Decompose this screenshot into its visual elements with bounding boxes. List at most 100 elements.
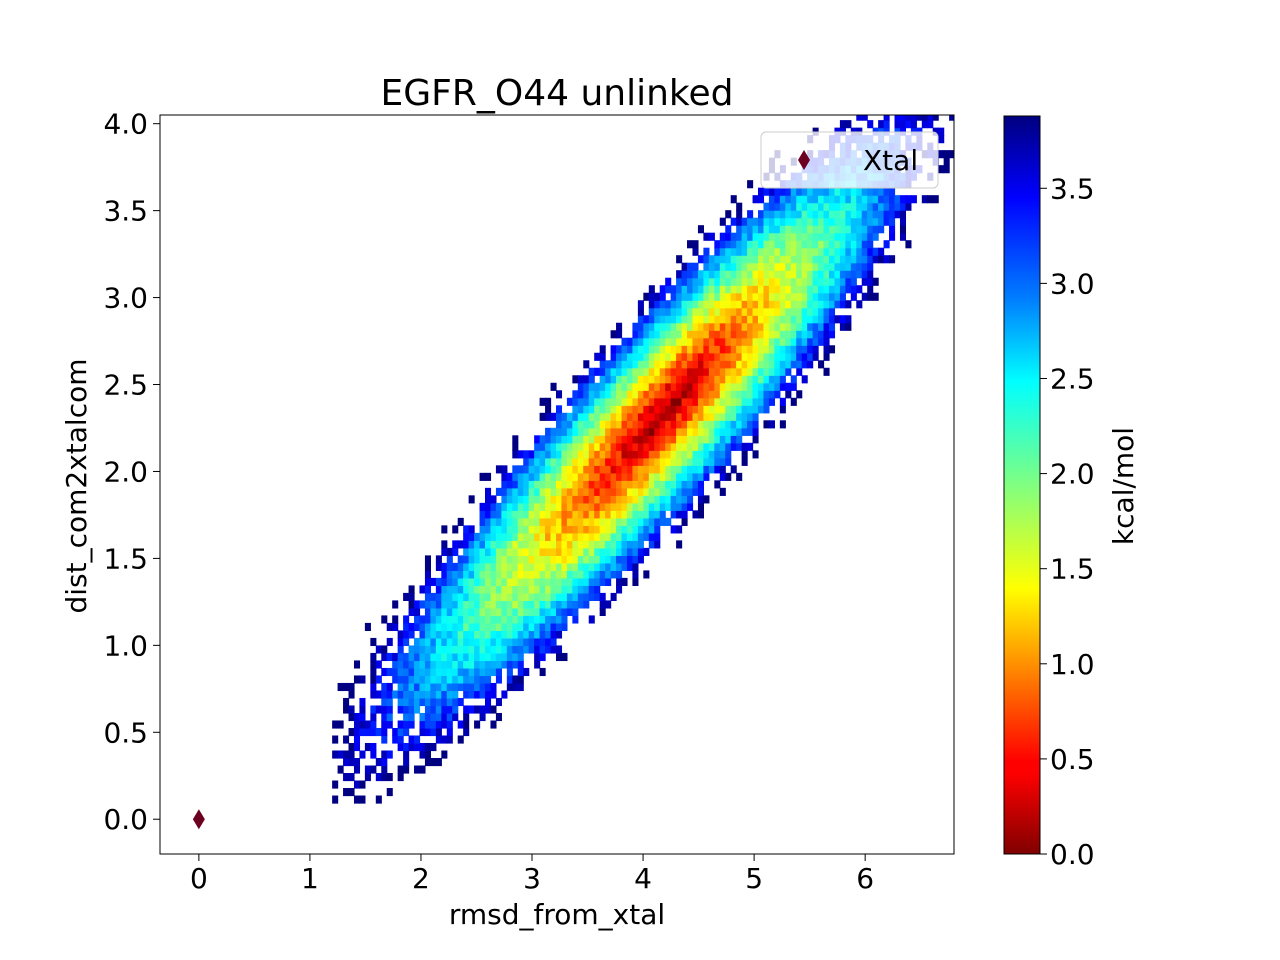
heatmap-cell	[895, 105, 901, 113]
heatmap-cell	[550, 622, 557, 632]
heatmap-cell	[512, 607, 519, 617]
heatmap-cell	[850, 202, 857, 211]
heatmap-cell	[626, 382, 634, 391]
heatmap-cell	[839, 322, 846, 331]
heatmap-cell	[872, 255, 879, 264]
heatmap-cell	[626, 390, 634, 399]
heatmap-cell	[610, 375, 617, 384]
heatmap-cell	[566, 525, 573, 534]
heatmap-cell	[566, 495, 573, 504]
heatmap-cell	[681, 457, 688, 466]
heatmap-cell	[692, 277, 699, 286]
heatmap-cell	[534, 450, 541, 459]
heatmap-cell	[370, 660, 377, 669]
heatmap-cell	[506, 615, 513, 624]
heatmap-cell	[517, 465, 524, 474]
heatmap-cell	[796, 195, 803, 204]
heatmap-cell	[408, 660, 415, 669]
heatmap-cell	[517, 652, 524, 662]
heatmap-cell	[430, 690, 437, 699]
heatmap-cell	[703, 300, 710, 309]
heatmap-cell	[353, 780, 361, 789]
heatmap-cell	[523, 637, 530, 647]
heatmap-cell	[834, 292, 841, 301]
heatmap-cell	[594, 495, 601, 504]
heatmap-cell	[741, 397, 748, 406]
heatmap-cell	[517, 622, 524, 632]
heatmap-cell	[468, 532, 475, 541]
heatmap-cell	[730, 330, 737, 339]
heatmap-cell	[430, 600, 437, 609]
heatmap-cell	[534, 465, 541, 474]
heatmap-cell	[845, 262, 852, 271]
heatmap-cell	[725, 277, 732, 286]
heatmap-cell	[572, 420, 579, 429]
heatmap-cell	[539, 472, 546, 481]
heatmap-cell	[697, 345, 704, 354]
heatmap-cell	[610, 510, 617, 519]
heatmap-cell	[692, 465, 699, 474]
heatmap-cell	[594, 480, 601, 489]
heatmap-cell	[632, 577, 639, 586]
heatmap-cell	[741, 292, 748, 301]
heatmap-cell	[758, 255, 765, 264]
heatmap-cell	[550, 570, 557, 579]
heatmap-cell	[752, 270, 759, 279]
heatmap-cell	[790, 240, 797, 249]
heatmap-cell	[572, 487, 579, 496]
heatmap-cell	[474, 660, 481, 669]
heatmap-cell	[741, 315, 748, 324]
heatmap-cell	[697, 292, 704, 301]
heatmap-cell	[708, 262, 715, 271]
heatmap-cell	[506, 622, 513, 632]
heatmap-cell	[807, 300, 814, 309]
heatmap-cell	[659, 472, 666, 481]
x-tick-label: 0	[190, 862, 208, 895]
heatmap-cell	[790, 330, 797, 339]
heatmap-cell	[594, 382, 601, 391]
heatmap-cell	[763, 255, 770, 264]
heatmap-cell	[779, 300, 786, 309]
heatmap-cell	[708, 427, 715, 436]
heatmap-cell	[911, 98, 917, 106]
heatmap-cell	[490, 570, 497, 579]
heatmap-cell	[463, 727, 470, 737]
heatmap-cell	[697, 412, 704, 421]
heatmap-cell	[670, 360, 677, 369]
heatmap-cell	[495, 562, 502, 571]
heatmap-cell	[594, 570, 601, 579]
heatmap-cell	[670, 465, 677, 474]
heatmap-cell	[845, 202, 852, 211]
heatmap-cell	[485, 690, 492, 699]
heatmap-cell	[790, 300, 797, 309]
heatmap-cell	[632, 457, 639, 466]
heatmap-cell	[403, 652, 410, 662]
heatmap-cell	[796, 187, 803, 196]
heatmap-cell	[648, 457, 655, 466]
heatmap-cell	[719, 360, 726, 369]
heatmap-cell	[539, 615, 546, 624]
heatmap-cell	[889, 232, 896, 241]
heatmap-cell	[501, 622, 508, 632]
heatmap-cell	[550, 532, 557, 541]
heatmap-cell	[670, 525, 677, 534]
heatmap-cell	[774, 262, 781, 271]
heatmap-cell	[807, 195, 814, 204]
heatmap-cell	[555, 585, 563, 594]
heatmap-cell	[665, 435, 672, 444]
heatmap-cell	[637, 420, 644, 429]
heatmap-cell	[801, 330, 808, 339]
heatmap-cell	[550, 615, 557, 624]
heatmap-cell	[697, 502, 704, 511]
heatmap-cell	[386, 773, 393, 782]
heatmap-cell	[659, 322, 666, 331]
heatmap-cell	[501, 562, 508, 571]
heatmap-cell	[506, 652, 513, 662]
heatmap-cell	[785, 277, 792, 286]
heatmap-cell	[495, 517, 502, 526]
heatmap-cell	[828, 202, 836, 211]
heatmap-cell	[616, 382, 623, 391]
heatmap-cell	[528, 592, 535, 601]
heatmap-cell	[818, 330, 825, 339]
heatmap-cell	[468, 585, 475, 594]
